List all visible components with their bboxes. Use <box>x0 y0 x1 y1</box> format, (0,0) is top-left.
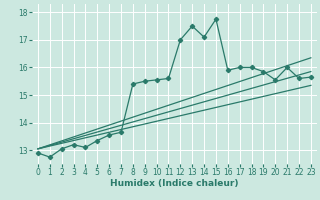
X-axis label: Humidex (Indice chaleur): Humidex (Indice chaleur) <box>110 179 239 188</box>
